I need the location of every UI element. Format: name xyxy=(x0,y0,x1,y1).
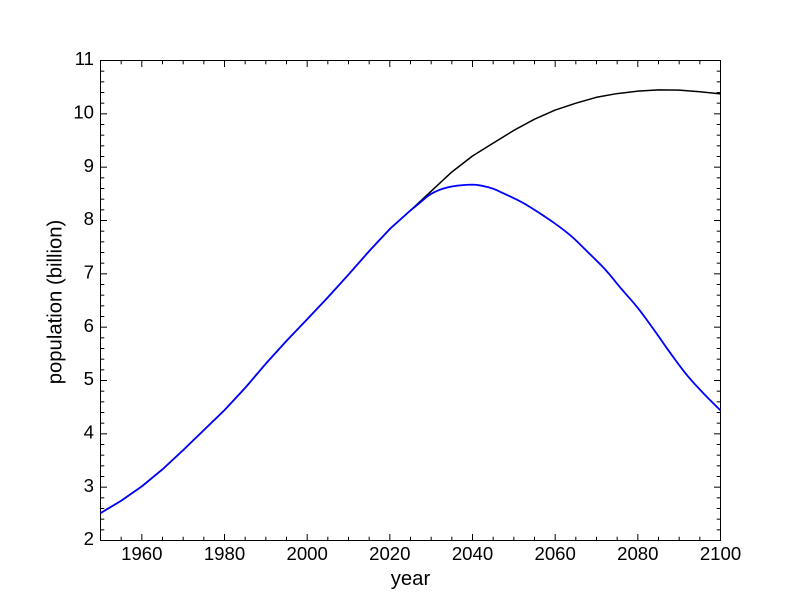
svg-text:8: 8 xyxy=(84,208,94,229)
svg-text:2080: 2080 xyxy=(617,543,658,564)
svg-text:6: 6 xyxy=(84,315,94,336)
svg-text:1960: 1960 xyxy=(121,543,162,564)
svg-text:2: 2 xyxy=(84,528,94,549)
svg-text:2060: 2060 xyxy=(535,543,576,564)
svg-text:population (billion): population (billion) xyxy=(45,220,67,385)
svg-text:1980: 1980 xyxy=(204,543,245,564)
svg-text:7: 7 xyxy=(84,262,94,283)
svg-text:9: 9 xyxy=(84,155,94,176)
svg-text:2040: 2040 xyxy=(452,543,493,564)
svg-text:2000: 2000 xyxy=(287,543,328,564)
svg-text:3: 3 xyxy=(84,475,94,496)
svg-text:2020: 2020 xyxy=(369,543,410,564)
svg-text:5: 5 xyxy=(84,368,94,389)
svg-text:2100: 2100 xyxy=(700,543,741,564)
svg-text:4: 4 xyxy=(84,422,94,443)
svg-text:10: 10 xyxy=(73,102,94,123)
svg-text:11: 11 xyxy=(75,48,94,69)
svg-text:year: year xyxy=(391,568,431,590)
